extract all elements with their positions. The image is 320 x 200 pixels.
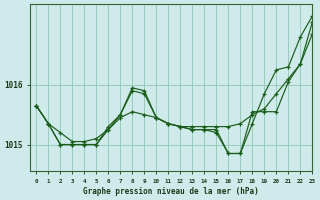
X-axis label: Graphe pression niveau de la mer (hPa): Graphe pression niveau de la mer (hPa) — [84, 187, 259, 196]
